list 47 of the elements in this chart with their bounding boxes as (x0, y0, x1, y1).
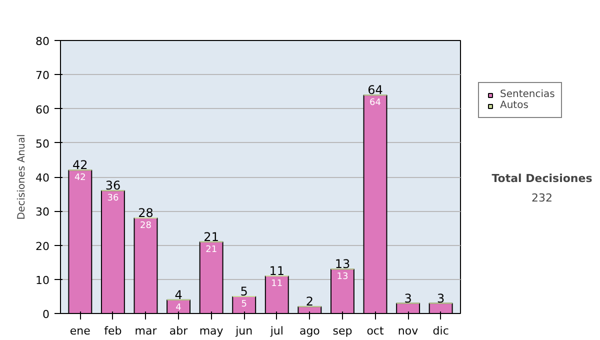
total-label: 36 (105, 178, 121, 193)
x-tick-label: feb (104, 324, 122, 338)
data-label: 64 (370, 98, 382, 108)
data-label: 36 (107, 194, 119, 204)
y-tick-label: 20 (36, 240, 50, 253)
x-tick-label: oct (366, 324, 384, 338)
data-label: 28 (140, 220, 152, 231)
x-tick-label: ene (70, 324, 91, 338)
x-tick-label: abr (169, 324, 188, 338)
y-tick-label: 60 (36, 103, 50, 116)
legend-label: Sentencias (500, 89, 555, 100)
text: Total Decisiones (492, 172, 593, 186)
x-tick-label: jun (234, 324, 253, 338)
y-tick-label: 70 (36, 69, 50, 82)
x-tick-label: nov (398, 324, 419, 338)
total-label: 3 (437, 291, 445, 306)
x-tick-label: jul (269, 324, 284, 338)
x-tick-label: ago (299, 324, 320, 338)
y-tick-label: 10 (36, 274, 50, 287)
total-label: 64 (368, 83, 383, 98)
data-label: 42 (74, 173, 86, 184)
data-label: 4 (176, 302, 182, 313)
total-label: 3 (404, 291, 412, 306)
total-label: 4 (174, 288, 182, 302)
y-tick-label: 0 (42, 308, 50, 321)
total-label: 21 (204, 230, 219, 244)
text: 232 (532, 192, 552, 205)
data-label: 11 (271, 278, 283, 289)
total-label: 5 (240, 284, 248, 298)
y-tick-label: 80 (36, 35, 50, 48)
x-tick-label: mar (134, 324, 158, 338)
x-tick-label: sep (332, 324, 352, 338)
y-axis-title: Decisiones Anual (16, 134, 28, 220)
total-label: 42 (72, 158, 88, 172)
y-tick-label: 50 (36, 137, 50, 150)
data-label: 21 (206, 244, 218, 255)
y-tick-label: 40 (36, 172, 50, 184)
total-label: 2 (306, 294, 314, 309)
total-label: 28 (138, 206, 154, 220)
x-tick-label: dic (432, 324, 449, 338)
legend-label: Autos (500, 100, 528, 111)
total-label: 11 (269, 264, 285, 278)
data-label: 5 (241, 299, 247, 310)
x-tick-label: may (199, 324, 224, 338)
y-tick-label: 30 (36, 206, 50, 219)
total-label: 13 (334, 257, 350, 272)
data-label: 13 (336, 272, 348, 282)
